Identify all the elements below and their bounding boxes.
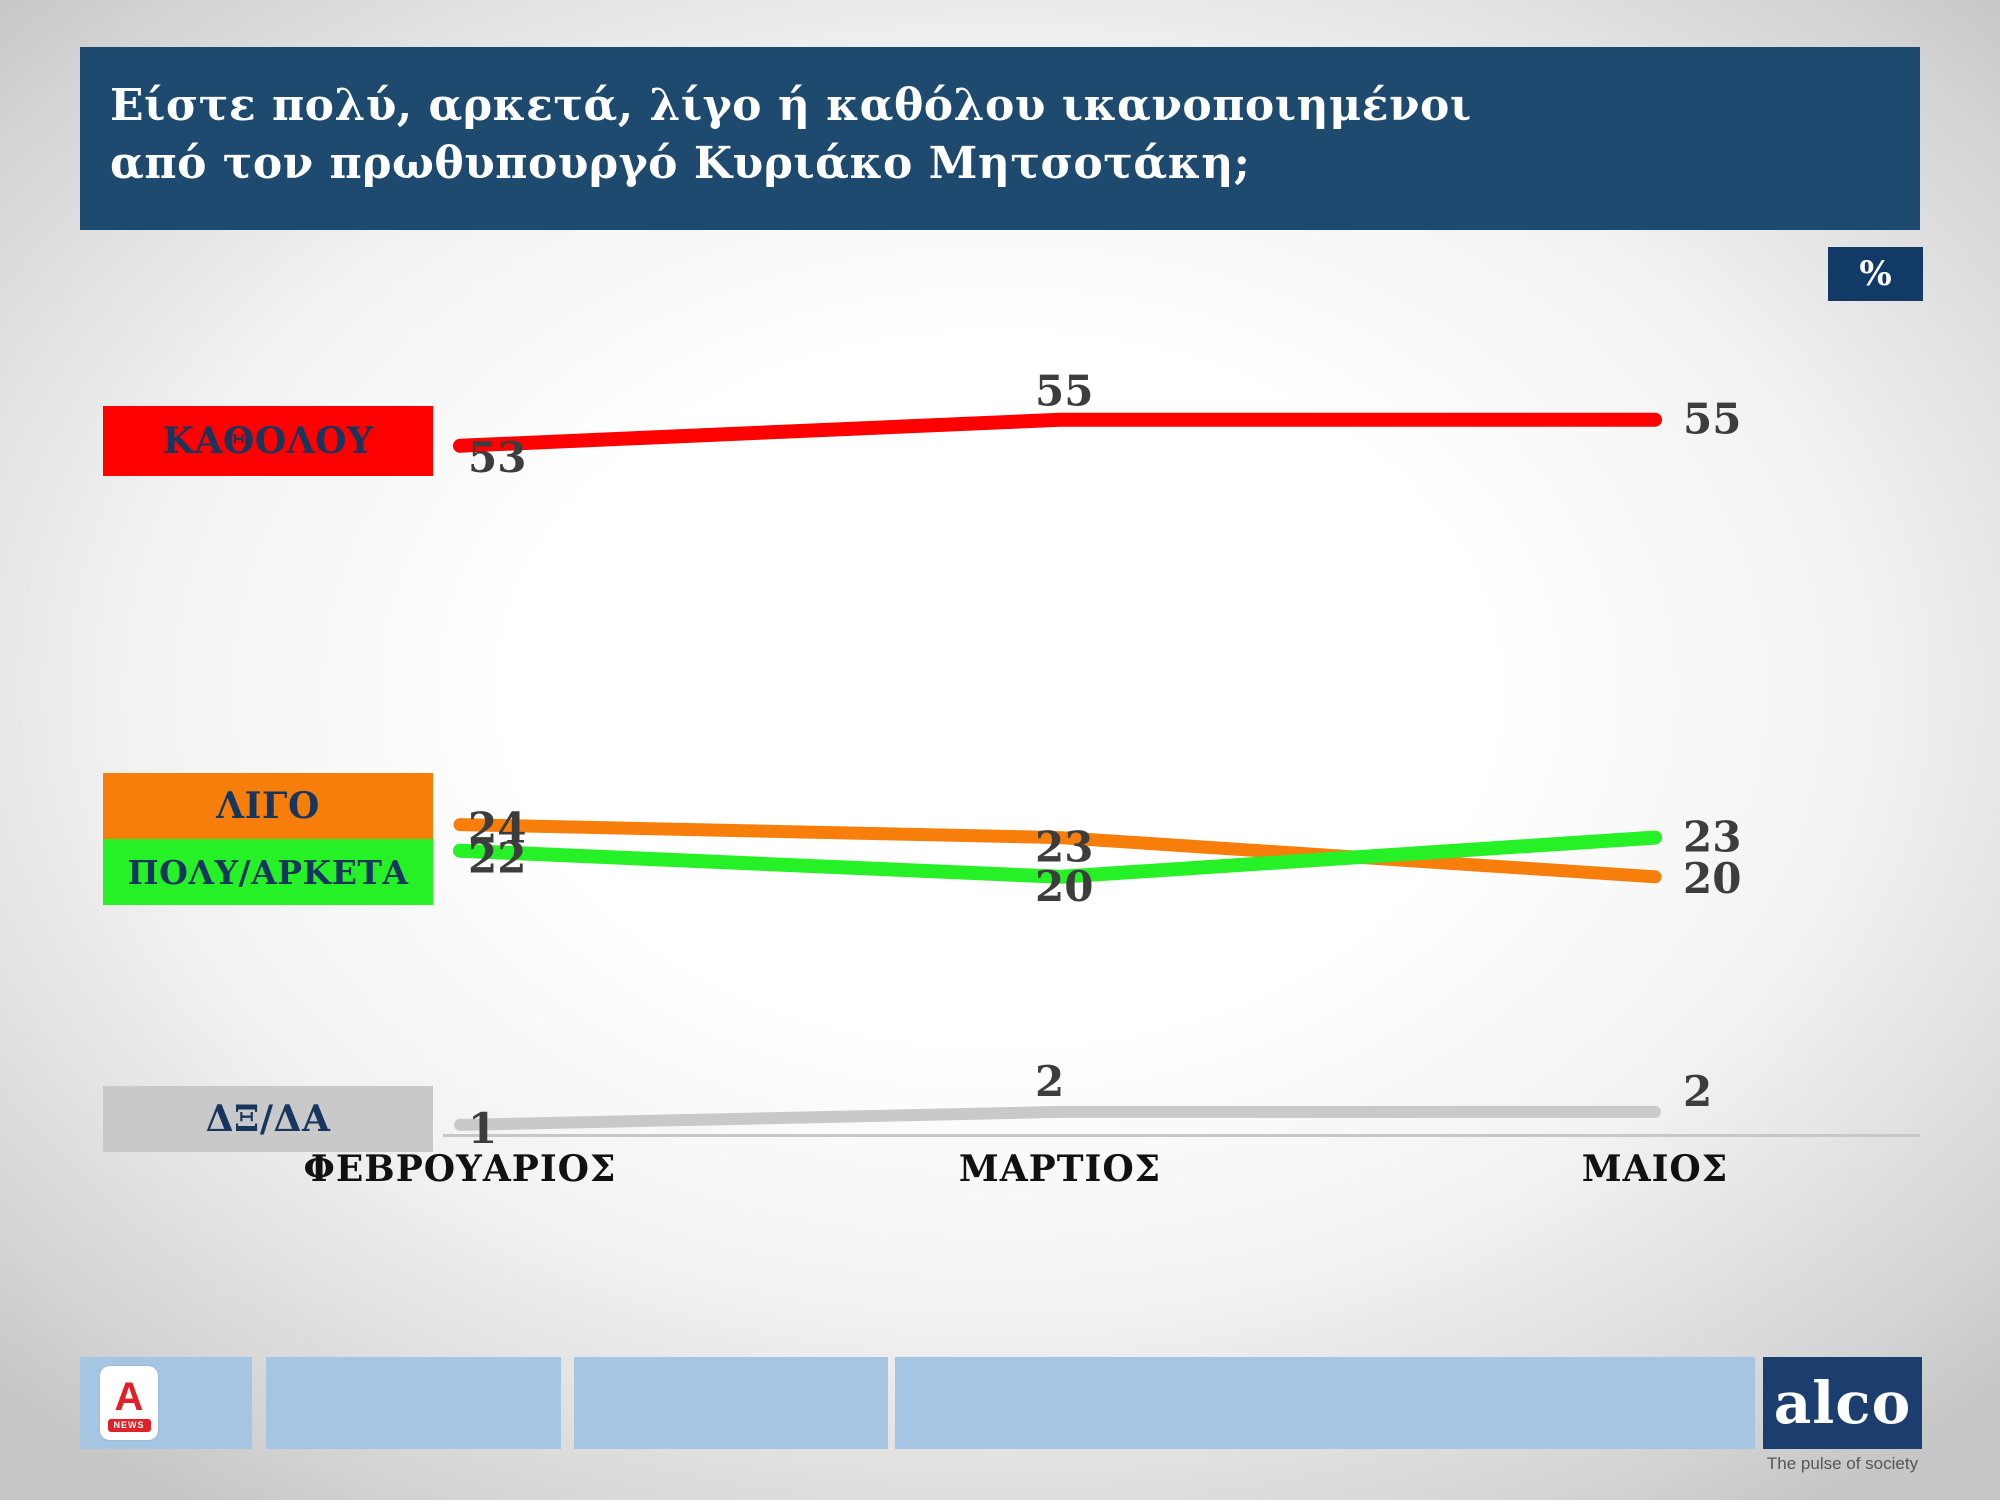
alpha-logo-letter: A <box>114 1374 144 1419</box>
question-title-line2: από τον πρωθυπουργό Κυριάκο Μητσοτάκη; <box>110 138 1251 190</box>
legend-kathoLou: ΚΑΘΟΛΟΥ <box>103 406 433 476</box>
value-label: 2 <box>1035 1057 1064 1106</box>
value-label: 20 <box>1683 854 1741 903</box>
legend-dx-da: ΔΞ/ΔΑ <box>103 1086 433 1152</box>
x-axis-label: ΦΕΒΡΟΥΑΡΙΟΣ <box>303 1148 617 1190</box>
value-label: 53 <box>468 433 526 482</box>
value-label: 1 <box>468 1104 497 1153</box>
series-line-2 <box>453 818 1662 884</box>
series-line-1 <box>453 412 1662 453</box>
footer-bar-4 <box>895 1357 1755 1449</box>
series-line-4 <box>454 1105 1661 1131</box>
value-label: 55 <box>1683 395 1741 444</box>
value-label: 20 <box>1035 862 1093 911</box>
x-axis-label: ΜΑΡΤΙΟΣ <box>958 1148 1162 1190</box>
value-label: 2 <box>1683 1067 1712 1116</box>
value-label: 55 <box>1035 367 1093 416</box>
title-banner: Είστε πολύ, αρκετά, λίγο ή καθόλου ικανο… <box>80 47 1920 230</box>
alpha-news-label: NEWS <box>107 1418 151 1432</box>
x-axis-baseline <box>443 1134 1920 1137</box>
percent-badge: % <box>1828 247 1923 301</box>
value-label: 24 <box>468 804 526 853</box>
series-line-3 <box>453 830 1662 884</box>
x-axis-label: ΜΑΙΟΣ <box>1581 1148 1729 1190</box>
value-label: 22 <box>468 834 526 883</box>
value-label: 23 <box>1035 823 1093 872</box>
legend-ligo: ΛΙΓΟ <box>103 773 433 839</box>
legend-poly-arketa: ΠΟΛΥ/ΑΡΚΕΤΑ <box>103 839 433 905</box>
alco-logo: alco <box>1763 1357 1922 1449</box>
alpha-news-logo: A NEWS <box>100 1366 158 1440</box>
alco-tagline: The pulse of society <box>1766 1454 1919 1473</box>
question-title-line1: Είστε πολύ, αρκετά, λίγο ή καθόλου ικανο… <box>110 80 1472 131</box>
footer-bar-2 <box>266 1357 561 1449</box>
footer-bar-3 <box>574 1357 888 1449</box>
value-label: 23 <box>1683 813 1741 862</box>
